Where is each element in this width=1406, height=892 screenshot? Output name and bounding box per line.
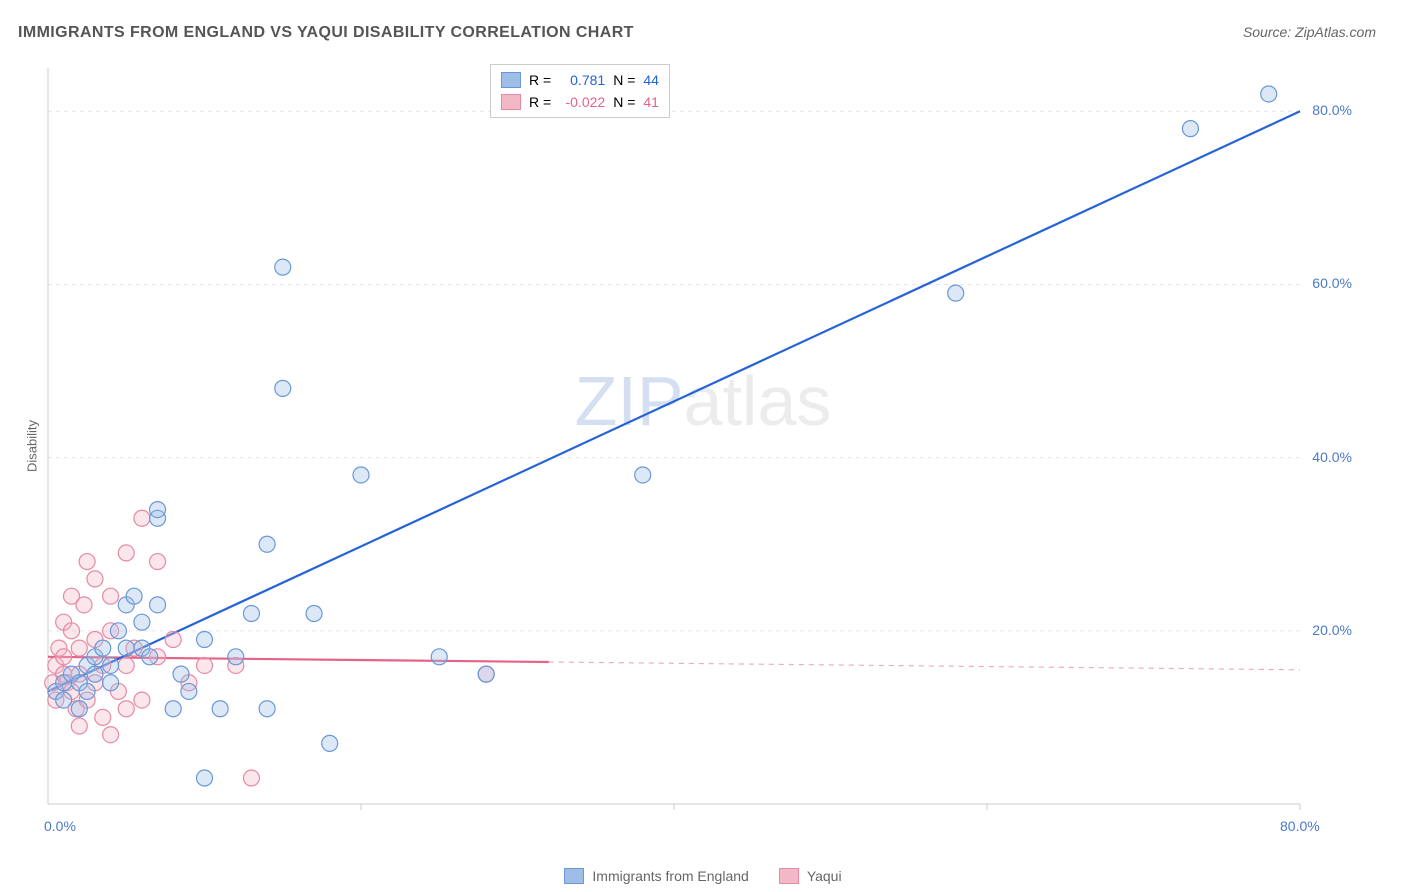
legend-item-series-a: Immigrants from England bbox=[564, 868, 748, 884]
y-axis-label: Disability bbox=[25, 420, 40, 472]
series-legend: Immigrants from England Yaqui bbox=[0, 868, 1406, 884]
swatch-series-a bbox=[501, 72, 521, 88]
chart-title: IMMIGRANTS FROM ENGLAND VS YAQUI DISABIL… bbox=[18, 24, 634, 42]
legend-label-b: Yaqui bbox=[807, 868, 842, 884]
chart-container: IMMIGRANTS FROM ENGLAND VS YAQUI DISABIL… bbox=[0, 0, 1406, 892]
legend-row-series-b: R = -0.022 N = 41 bbox=[501, 91, 659, 113]
r-label-a: R = bbox=[529, 69, 551, 91]
y-tick-label: 20.0% bbox=[1312, 622, 1352, 638]
y-tick-label: 60.0% bbox=[1312, 275, 1352, 291]
n-label-a: N = bbox=[613, 69, 635, 91]
r-label-b: R = bbox=[529, 91, 551, 113]
legend-row-series-a: R = 0.781 N = 44 bbox=[501, 69, 659, 91]
y-tick-label: 40.0% bbox=[1312, 449, 1352, 465]
x-tick-label-start: 0.0% bbox=[44, 818, 76, 834]
swatch-series-a-bottom bbox=[564, 868, 584, 884]
x-tick-label-end: 80.0% bbox=[1280, 818, 1320, 834]
legend-label-a: Immigrants from England bbox=[592, 868, 748, 884]
n-value-a: 44 bbox=[643, 69, 659, 91]
legend-item-series-b: Yaqui bbox=[779, 868, 842, 884]
scatter-plot-svg bbox=[40, 60, 1360, 840]
r-value-a: 0.781 bbox=[559, 69, 605, 91]
r-value-b: -0.022 bbox=[559, 91, 605, 113]
swatch-series-b bbox=[501, 94, 521, 110]
n-label-b: N = bbox=[613, 91, 635, 113]
swatch-series-b-bottom bbox=[779, 868, 799, 884]
y-tick-label: 80.0% bbox=[1312, 102, 1352, 118]
correlation-legend: R = 0.781 N = 44 R = -0.022 N = 41 bbox=[490, 64, 670, 118]
source-attribution: Source: ZipAtlas.com bbox=[1243, 24, 1376, 40]
n-value-b: 41 bbox=[643, 91, 659, 113]
